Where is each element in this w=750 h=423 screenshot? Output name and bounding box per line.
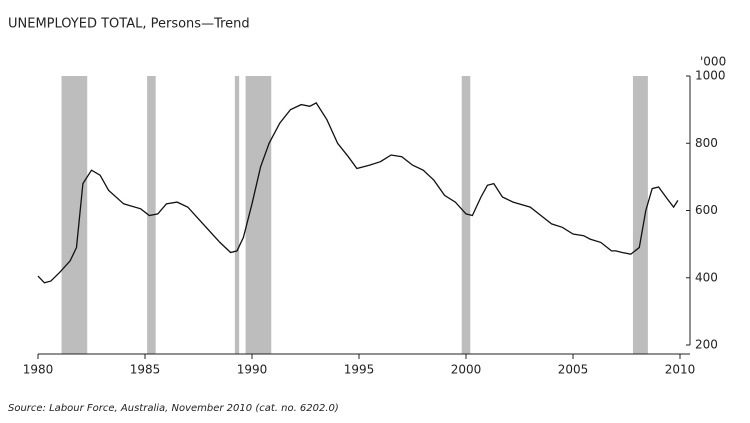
x-tick-label: 1980 bbox=[23, 363, 54, 377]
source-note: Source: Labour Force, Australia, Novembe… bbox=[8, 403, 339, 414]
y-tick-label: 1000 bbox=[695, 69, 726, 83]
y-tick-label: 600 bbox=[695, 203, 718, 217]
shaded-period bbox=[234, 76, 240, 354]
shaded-period bbox=[461, 76, 471, 354]
chart-title: UNEMPLOYED TOTAL, Persons—Trend bbox=[8, 17, 250, 32]
shaded-period bbox=[61, 76, 88, 354]
x-tick-label: 2005 bbox=[558, 363, 589, 377]
x-tick-label: 2000 bbox=[451, 363, 482, 377]
y-tick-label: 200 bbox=[695, 338, 718, 352]
x-tick-label: 2010 bbox=[665, 363, 696, 377]
y-tick-label: 400 bbox=[695, 270, 718, 284]
y-tick-label: 800 bbox=[695, 136, 718, 150]
data-line bbox=[37, 102, 679, 284]
x-tick-label: 1990 bbox=[237, 363, 268, 377]
x-tick-label: 1985 bbox=[130, 363, 161, 377]
shaded-period bbox=[245, 76, 272, 354]
y-unit: '000 bbox=[700, 55, 726, 69]
x-tick-label: 1995 bbox=[344, 363, 375, 377]
shaded-period bbox=[632, 76, 648, 354]
